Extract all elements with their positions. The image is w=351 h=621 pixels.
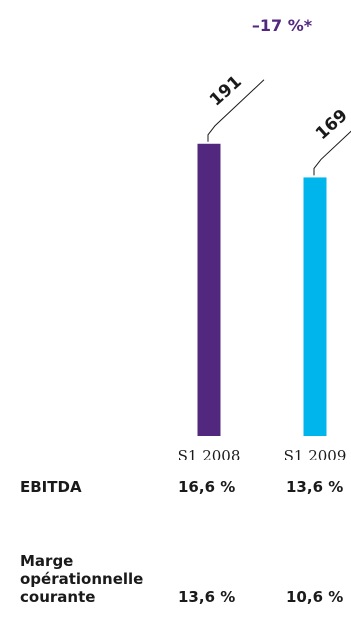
ebitda-label: EBITDA [20,478,82,496]
value-label: 191 [206,72,246,111]
margin-value-2009: 10,6 % [286,588,344,606]
margin-label: Marge opérationnelle courante [20,552,143,606]
margin-label-line-3: courante [20,588,96,606]
category-label: S1 2008 [178,447,241,460]
margin-label-line-2: opérationnelle [20,570,144,588]
category-label: S1 2009 [284,447,347,460]
value-label: 169 [312,106,351,145]
ebitda-value-2008: 16,6 % [178,478,236,496]
leader-line [313,130,351,176]
margin-label-line-1: Marge [20,552,74,570]
ebitda-value-2009: 13,6 % [286,478,344,496]
bar-s1-2009 [303,177,327,436]
bar-s1-2008 [197,143,221,436]
bar-chart: –17 %* 191 S1 2008 169 S1 2009 [178,16,351,460]
change-label: –17 %* [252,16,313,35]
leader-line [207,79,265,142]
margin-value-2008: 13,6 % [178,588,236,606]
